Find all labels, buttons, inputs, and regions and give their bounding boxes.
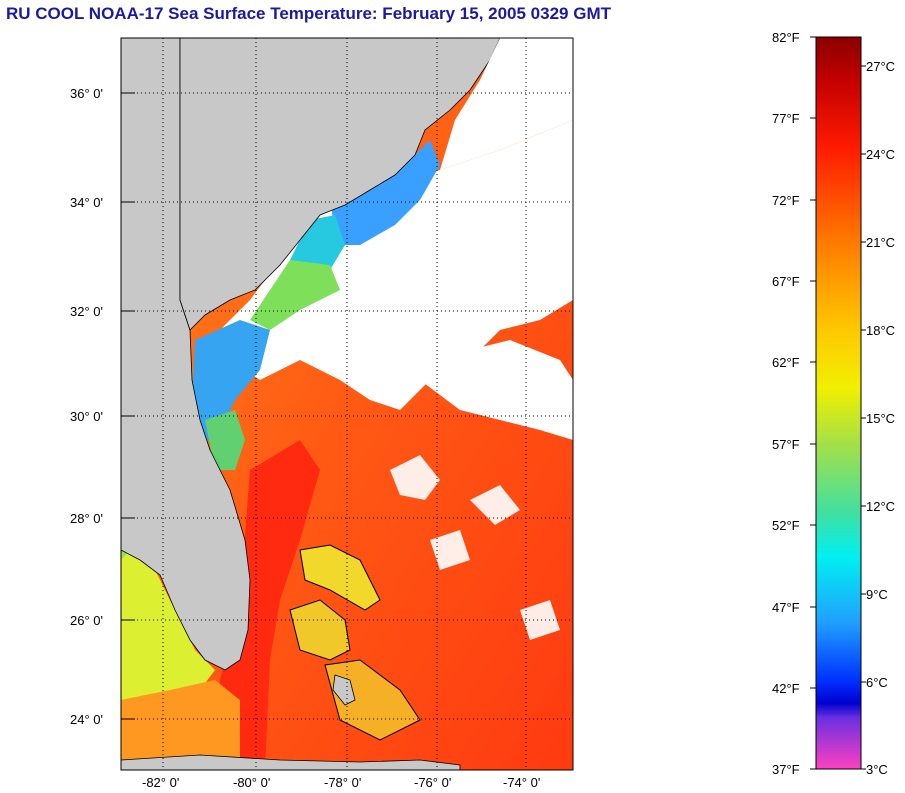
lat-label-30: 30° 0' [70, 409, 103, 424]
us-east-coast-land [179, 38, 501, 331]
lat-label-28: 28° 0' [70, 511, 103, 526]
cloud-region [220, 120, 573, 410]
coastal-cold-mid [192, 320, 270, 440]
bahamas-cloud-bits [390, 455, 560, 640]
lat-tick-marks [121, 92, 135, 720]
lon-label-76: -76° 0' [414, 775, 451, 790]
lon-label-78: -78° 0' [324, 775, 361, 790]
cloud-patch [420, 340, 573, 440]
bahamas-bank-central [289, 599, 351, 661]
andros-island [332, 674, 356, 706]
lat-label-24: 24° 0' [70, 712, 103, 727]
coastal-green-south [205, 410, 245, 470]
gulf-of-mexico-warm [121, 680, 240, 770]
lon-label-80: -80° 0' [233, 775, 270, 790]
coastal-cold-north [330, 140, 440, 245]
lat-label-32: 32° 0' [70, 304, 103, 319]
graticule [121, 38, 573, 770]
lat-label-36: 36° 0' [70, 86, 103, 101]
lat-label-26: 26° 0' [70, 613, 103, 628]
coastal-green-shelf [250, 260, 340, 330]
figure-title: RU COOL NOAA-17 Sea Surface Temperature:… [6, 4, 611, 23]
lon-label-74: -74° 0' [503, 775, 540, 790]
gulf-stream [210, 440, 320, 770]
florida-land [121, 38, 251, 671]
offshore-no-data [440, 38, 573, 170]
gulf-of-mexico-shelf [121, 540, 215, 720]
lon-label-82: -82° 0' [142, 775, 179, 790]
lat-label-34: 34° 0' [70, 195, 103, 210]
cuba-land [121, 754, 461, 770]
bahamas-bank-north [299, 544, 381, 611]
